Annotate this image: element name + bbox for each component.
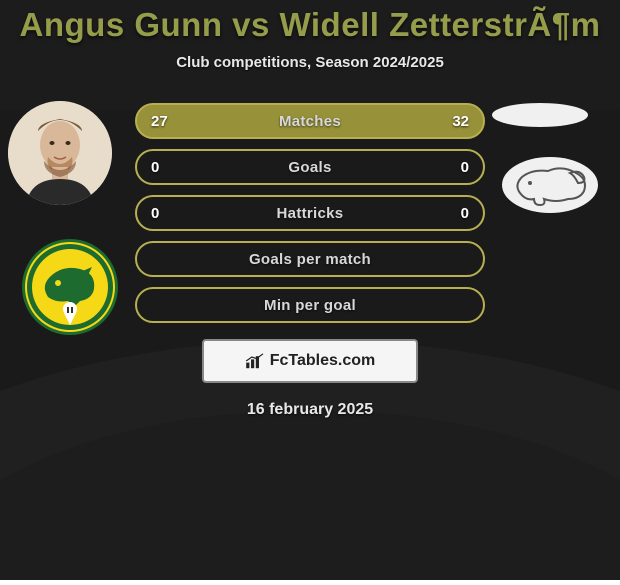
page-title: Angus Gunn vs Widell ZetterstrÃ¶m [20,6,601,44]
main-area: Matches 27 32 Goals 0 0 Hattricks 0 0 Goals per m… [0,103,620,323]
club-logo-right [500,155,600,215]
date-text: 16 february 2025 [247,401,373,419]
bar-chart-icon [245,353,265,369]
stat-row-hattricks: Hattricks 0 0 [135,195,485,231]
stat-label: Min per goal [264,297,356,314]
club-logo-left [20,237,120,337]
stat-value-left: 0 [151,159,159,176]
stat-row-matches: Matches 27 32 [135,103,485,139]
subtitle: Club competitions, Season 2024/2025 [176,54,444,71]
derby-logo [500,155,600,215]
stat-value-right: 0 [461,205,469,222]
stat-label: Matches [279,113,341,130]
comparison-rows: Matches 27 32 Goals 0 0 Hattricks 0 0 Goals per m… [135,103,485,323]
player-left [8,101,112,205]
stat-label: Hattricks [277,205,344,222]
stat-label: Goals per match [249,251,371,268]
player-left-avatar [8,101,112,205]
stat-value-right: 0 [461,159,469,176]
player-left-avatar-svg [8,101,112,205]
content: Angus Gunn vs Widell ZetterstrÃ¶m Club c… [0,0,620,580]
watermark-text: FcTables.com [270,352,376,370]
stat-label: Goals [288,159,331,176]
right-team-oval [492,103,588,127]
stat-value-left: 0 [151,205,159,222]
stat-row-min-per-goal: Min per goal [135,287,485,323]
stat-row-goals-per-match: Goals per match [135,241,485,277]
stat-value-right: 32 [452,113,469,130]
stat-value-left: 27 [151,113,168,130]
stat-row-goals: Goals 0 0 [135,149,485,185]
norwich-logo [20,237,120,337]
watermark: FcTables.com [202,339,418,383]
